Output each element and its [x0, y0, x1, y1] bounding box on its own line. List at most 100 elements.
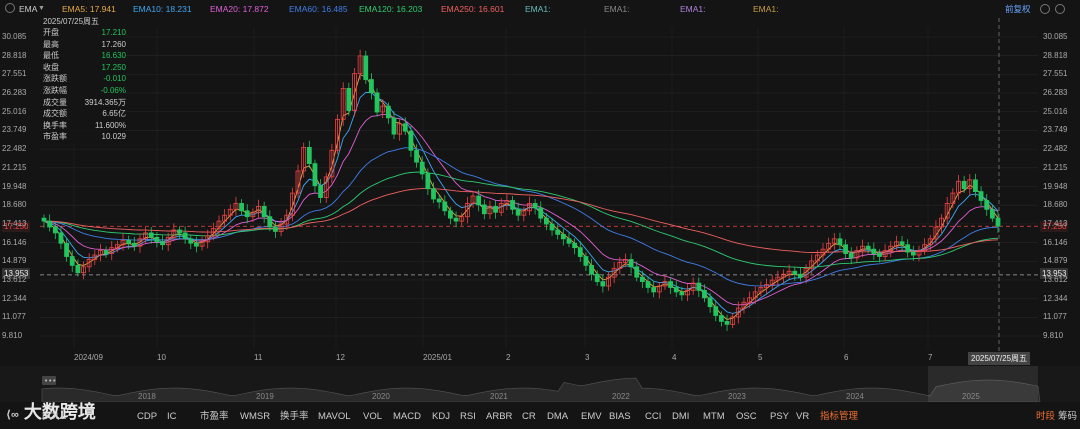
indicator-tab[interactable]: CCI: [645, 411, 662, 422]
y-axis-tick: 22.482: [2, 144, 27, 154]
candle-body: [910, 251, 916, 256]
candle-body: [775, 276, 781, 281]
candle-body: [888, 245, 894, 252]
indicator-tab[interactable]: 换手率: [280, 411, 309, 422]
candle-body: [171, 229, 177, 238]
x-axis-tick: 2024/09: [74, 353, 103, 362]
indicator-tab[interactable]: VOL: [363, 411, 383, 422]
indicator-tab[interactable]: DMI: [672, 411, 690, 422]
candle-body: [448, 210, 453, 219]
candle-body: [916, 250, 922, 256]
candle-body: [504, 200, 510, 204]
indicator-tab[interactable]: ARBR: [486, 411, 513, 422]
candle-body: [335, 118, 340, 151]
candle-body: [481, 204, 487, 215]
candle-body: [933, 226, 939, 240]
indicator-tab[interactable]: 市盈率: [200, 411, 229, 422]
indicator-tab[interactable]: MACD: [393, 411, 421, 422]
candle-body: [882, 250, 888, 257]
candle-body: [730, 316, 736, 325]
candle-body: [594, 273, 600, 282]
candle-body: [408, 130, 414, 151]
navigator-year-label: 2023: [728, 392, 746, 401]
ohlc-row: 收盘 17.250: [41, 62, 126, 74]
candle-body: [577, 247, 583, 257]
ema-line: [43, 171, 999, 268]
indicator-tab[interactable]: CDP: [137, 411, 158, 422]
indicator-dropdown-icon[interactable]: ▼: [38, 5, 45, 12]
candle-body: [600, 281, 606, 287]
candle-body: [194, 242, 199, 247]
kline-chart[interactable]: [0, 18, 1080, 384]
candle-body: [820, 248, 826, 256]
time-navigator[interactable]: •••: [0, 366, 1080, 402]
candle-body: [555, 229, 561, 235]
candle-body: [786, 270, 792, 275]
candle-body: [177, 229, 182, 234]
candle-body: [871, 248, 877, 254]
x-axis-tick: 2: [506, 353, 511, 362]
indicator-selector[interactable]: EMA: [19, 4, 38, 14]
candle-body: [606, 276, 611, 287]
watermark-logo: ⟨∞ 大数跨境: [6, 398, 96, 424]
candle-body: [188, 238, 194, 244]
ohlc-key: 成交额: [43, 109, 67, 119]
x-axis-tick: 2025/01: [423, 353, 452, 362]
indicator-tab[interactable]: WMSR: [240, 411, 271, 422]
candle-body: [210, 228, 216, 237]
current-price-tag-right: 17.250: [1040, 221, 1069, 232]
indicator-tab[interactable]: RSI: [460, 411, 476, 422]
candle-body: [493, 205, 498, 213]
indicator-tab[interactable]: BOLL: [42, 411, 67, 422]
y-axis-tick: 12.344: [2, 293, 27, 303]
ema-line: [43, 113, 999, 306]
candle-body: [205, 235, 211, 243]
indicator-tab[interactable]: MTM: [703, 411, 725, 422]
candle-body: [814, 254, 820, 262]
candle-body: [837, 238, 843, 246]
candle-body: [617, 262, 623, 269]
ema-line: [43, 147, 999, 287]
candle-body: [86, 259, 92, 268]
indicator-tab[interactable]: 筹码: [1058, 411, 1078, 422]
candle-body: [741, 301, 747, 309]
indicator-tab[interactable]: MAVOL: [318, 411, 351, 422]
adjust-button[interactable]: 前复权: [1005, 4, 1031, 14]
candle-body: [532, 203, 538, 209]
indicator-tab[interactable]: BIAS: [609, 411, 631, 422]
indicator-tab[interactable]: PSY: [770, 411, 790, 422]
candle-body: [363, 55, 369, 80]
candle-body: [713, 306, 719, 316]
candle-body: [826, 242, 832, 250]
candle-body: [431, 188, 436, 200]
indicator-tab[interactable]: VR: [796, 411, 810, 422]
candle-body: [148, 232, 154, 238]
close-icon[interactable]: [1055, 4, 1065, 14]
indicator-tab[interactable]: EMV: [581, 411, 602, 422]
candle-body: [877, 253, 882, 257]
candle-body: [58, 232, 64, 244]
ema-line: [43, 91, 999, 314]
logo-icon: ⟨∞: [6, 409, 19, 421]
candle-body: [357, 55, 363, 75]
y-axis-tick: 23.749: [2, 125, 27, 135]
logo-text: 大数跨境: [23, 402, 96, 422]
indicator-tab[interactable]: KDJ: [432, 411, 450, 422]
candle-body: [718, 315, 724, 322]
indicator-tab[interactable]: 时段: [1036, 411, 1056, 422]
candle-body: [47, 220, 53, 228]
candle-body: [752, 291, 758, 299]
candle-body: [143, 232, 149, 240]
indicator-tab[interactable]: 指标管理: [820, 411, 859, 422]
gear-icon[interactable]: [5, 3, 15, 13]
indicator-tab[interactable]: IC: [167, 411, 177, 422]
indicator-tab[interactable]: OSC: [736, 411, 757, 422]
y-axis-tick: 9.810: [2, 331, 23, 340]
ohlc-value: 3914.365万: [84, 97, 126, 107]
collapse-icon[interactable]: [1040, 4, 1050, 14]
indicator-tab[interactable]: DMA: [547, 411, 569, 422]
candle-body: [120, 239, 126, 246]
ema-legend-item: EMA5: 17.941: [62, 4, 116, 14]
indicator-tab[interactable]: CR: [522, 411, 536, 422]
navigator-year-label: 2025: [962, 392, 980, 401]
